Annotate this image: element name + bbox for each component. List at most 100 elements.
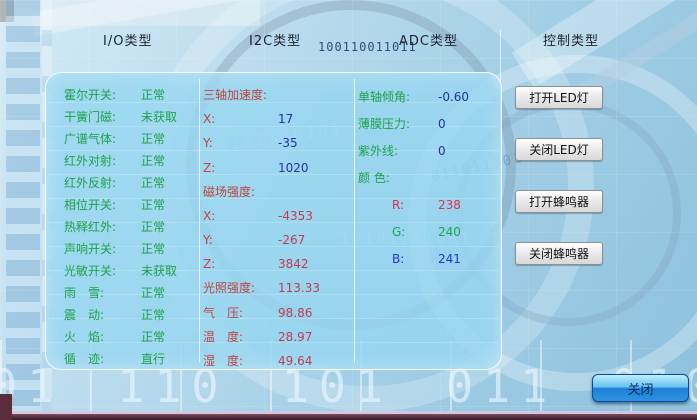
sensor-row: 相位开关: 正常 <box>64 198 188 212</box>
sensor-value: 98.86 <box>278 305 313 320</box>
sensor-value: 238 <box>438 198 461 212</box>
sensor-label: 热释红外: <box>64 220 117 234</box>
panel-divider <box>199 79 200 363</box>
io-sensor-list: 霍尔开关: 正常 干簧门磁: 未获取 广谱气体: 正常 红外对射: 正常 红外反射: 正常 相位开关… <box>64 88 188 366</box>
sensor-label: 循 迹: <box>64 352 105 366</box>
close-button[interactable]: 关闭 <box>592 374 689 402</box>
sensor-label: 相位开关: <box>64 198 117 212</box>
sensor-value: 0 <box>438 144 446 158</box>
control-button-group: 打开LED灯 关闭LED灯 打开蜂鸣器关闭蜂鸣器 <box>515 86 603 265</box>
sensor-row: 磁场强度: <box>203 185 337 199</box>
sensor-value: 正常 <box>141 220 166 234</box>
sensor-row: 气 压: 98.86 <box>203 306 337 320</box>
panel-divider <box>354 79 355 363</box>
sensor-value: 49.64 <box>278 353 313 368</box>
background-streak <box>511 0 697 89</box>
sensor-value: -35 <box>278 136 298 151</box>
sensor-label: Z: <box>203 160 216 175</box>
sensor-value: 113.33 <box>278 281 320 296</box>
sensor-row: Y: -35 <box>203 136 337 150</box>
sensor-value: 正常 <box>141 286 166 300</box>
sensor-label: X: <box>203 208 216 223</box>
sensor-value: -0.60 <box>438 90 470 104</box>
bottom-divider-line <box>0 411 697 414</box>
sensor-value: 17 <box>278 112 294 127</box>
sensor-label: 红外反射: <box>64 176 117 190</box>
sensor-value: 241 <box>438 252 461 266</box>
top-left-block-decoration <box>0 0 14 22</box>
column-header-io: I/O类型 <box>103 34 153 49</box>
left-edge-decoration <box>6 0 40 420</box>
sensor-row: 湿 度: 49.64 <box>203 354 337 368</box>
sensor-value: 240 <box>438 225 461 239</box>
sensor-row: 薄膜压力: 0 <box>358 117 490 131</box>
sensor-panel <box>45 72 502 370</box>
sensor-value: -4353 <box>278 208 313 223</box>
sensor-label: X: <box>203 112 216 127</box>
sensor-label: Y: <box>203 233 213 248</box>
sensor-row: 单轴倾角: -0.60 <box>358 90 490 104</box>
sensor-row: 震 动: 正常 <box>64 308 188 322</box>
sensor-value: 28.97 <box>278 329 313 344</box>
sensor-value: 3842 <box>278 257 309 272</box>
column-header-i2c: I2C类型 <box>249 34 302 49</box>
sensor-label: R: <box>392 198 405 212</box>
sensor-row: Z: 1020 <box>203 161 337 175</box>
sensor-row: Y: -267 <box>203 233 337 247</box>
sensor-label: 霍尔开关: <box>64 88 117 102</box>
sensor-row: 广谱气体: 正常 <box>64 132 188 146</box>
sensor-value: 正常 <box>141 132 166 146</box>
sensor-value: 正常 <box>141 308 166 322</box>
sensor-row: 干簧门磁: 未获取 <box>64 110 188 124</box>
sensor-row: G: 240 <box>358 225 490 239</box>
sensor-label: 火 焰: <box>64 330 105 344</box>
sensor-row: B: 241 <box>358 252 490 266</box>
sensor-label: 雨 雪: <box>64 286 105 300</box>
sensor-label: 震 动: <box>64 308 105 322</box>
sensor-value: 未获取 <box>141 110 178 124</box>
sensor-label: 三轴加速度: <box>203 88 268 102</box>
bottom-left-corner-block <box>0 394 12 420</box>
sensor-row: 热释红外: 正常 <box>64 220 188 234</box>
i2c-sensor-list: 三轴加速度: X: 17 Y: -35 Z: 1020 磁场强度: X: -4353 Y: -267 Z… <box>203 88 337 368</box>
sensor-value: 正常 <box>141 242 166 256</box>
sensor-label: 声响开关: <box>64 242 117 256</box>
sensor-row: Z: 3842 <box>203 257 337 271</box>
sensor-value <box>278 185 337 199</box>
sensor-label: 薄膜压力: <box>358 117 411 131</box>
sensor-label: 广谱气体: <box>64 132 117 146</box>
top-band-decoration <box>0 0 260 26</box>
sensor-value: 0 <box>438 117 446 131</box>
buzzer-off-button[interactable]: 关闭蜂鸣器 <box>515 242 603 265</box>
sensor-value <box>278 88 337 102</box>
sensor-row: 火 焰: 正常 <box>64 330 188 344</box>
sensor-label: 湿 度: <box>203 353 244 368</box>
sensor-label: 紫外线: <box>358 144 399 158</box>
sensor-label: 光敏开关: <box>64 264 117 278</box>
sensor-row: 红外反射: 正常 <box>64 176 188 190</box>
sensor-row: 光敏开关: 未获取 <box>64 264 188 278</box>
sensor-value: 正常 <box>141 330 166 344</box>
sensor-row: 光照强度: 113.33 <box>203 281 337 295</box>
sensor-label: 温 度: <box>203 329 244 344</box>
sensor-value: 正常 <box>141 198 166 212</box>
sensor-row: 温 度: 28.97 <box>203 330 337 344</box>
sensor-label: 光照强度: <box>203 281 256 296</box>
sensor-value: 正常 <box>141 176 166 190</box>
sensor-row: 三轴加速度: <box>203 88 337 102</box>
sensor-label: 磁场强度: <box>203 184 256 199</box>
buzzer-on-button[interactable]: 打开蜂鸣器 <box>515 190 603 213</box>
led-off-button[interactable]: 关闭LED灯 <box>515 138 603 161</box>
sensor-row: 循 迹: 直行 <box>64 352 188 366</box>
sensor-label: G: <box>392 225 406 239</box>
sensor-row: 红外对射: 正常 <box>64 154 188 168</box>
adc-sensor-list: 单轴倾角: -0.60 薄膜压力: 0 紫外线: 0 颜 色: R: 238 G: 240 B: 241 <box>358 90 490 266</box>
sensor-row: 雨 雪: 正常 <box>64 286 188 300</box>
sensor-row: R: 238 <box>358 198 490 212</box>
sensor-row: 霍尔开关: 正常 <box>64 88 188 102</box>
led-on-button[interactable]: 打开LED灯 <box>515 86 603 109</box>
sensor-label: 气 压: <box>203 305 244 320</box>
sensor-row: 紫外线: 0 <box>358 144 490 158</box>
column-header-control: 控制类型 <box>543 34 600 49</box>
